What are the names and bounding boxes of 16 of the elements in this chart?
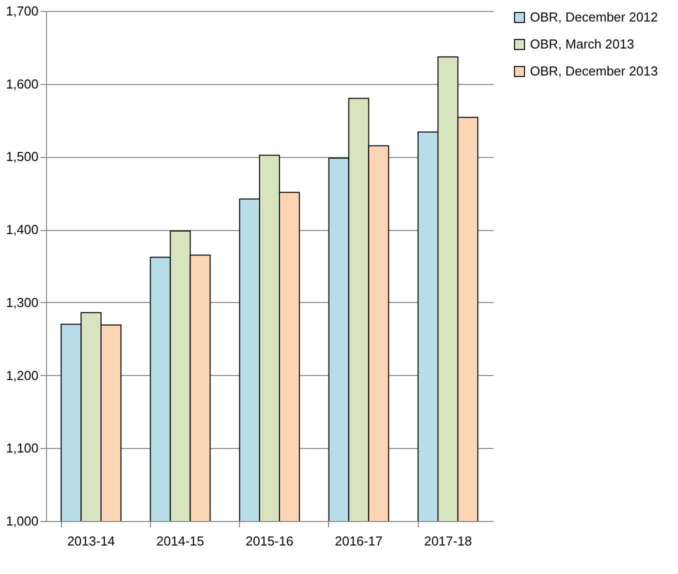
y-tick-label: 1,300 xyxy=(6,294,38,310)
legend-label: OBR, March 2013 xyxy=(530,36,634,52)
legend-label: OBR, December 2012 xyxy=(530,10,658,24)
x-tick-label: 2017-18 xyxy=(424,534,472,548)
x-tick-label: 2015-16 xyxy=(246,534,294,548)
y-tick-label: 1,000 xyxy=(6,514,38,528)
y-tick-label: 1,700 xyxy=(6,4,38,18)
legend-label: OBR, December 2013 xyxy=(530,64,658,78)
y-tick-label: 1,500 xyxy=(6,149,38,164)
x-tick-label: 2013-14 xyxy=(67,534,115,548)
y-tick-label: 1,100 xyxy=(6,440,38,456)
x-tick-label: 2014-15 xyxy=(156,534,204,548)
y-tick-label: 1,600 xyxy=(6,76,38,92)
y-tick-label: 1,200 xyxy=(6,368,38,383)
y-tick-label: 1,400 xyxy=(6,222,38,238)
x-tick-label: 2016-17 xyxy=(334,534,383,548)
